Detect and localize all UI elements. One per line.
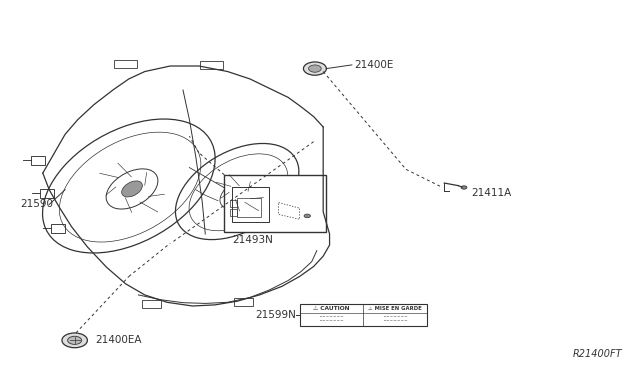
Text: ─ ─ ─ ─ ─ ─ ─: ─ ─ ─ ─ ─ ─ ─: [383, 319, 407, 323]
Text: R21400FT: R21400FT: [573, 349, 623, 359]
Text: 21599N: 21599N: [255, 310, 296, 320]
Text: 21411A: 21411A: [471, 188, 511, 198]
Bar: [200, 61, 223, 68]
Text: 21400E: 21400E: [354, 60, 393, 70]
Ellipse shape: [231, 187, 248, 201]
Bar: [141, 300, 161, 308]
Ellipse shape: [68, 336, 82, 344]
Text: ─ ─ ─ ─ ─ ─ ─: ─ ─ ─ ─ ─ ─ ─: [383, 315, 407, 319]
Ellipse shape: [122, 181, 142, 197]
Text: ⚠ MISE EN GARDE: ⚠ MISE EN GARDE: [368, 306, 422, 311]
Text: ─ ─ ─ ─ ─ ─ ─: ─ ─ ─ ─ ─ ─ ─: [319, 315, 344, 319]
Bar: [40, 189, 54, 198]
Bar: [234, 298, 253, 306]
Text: 21493N: 21493N: [232, 235, 273, 245]
Bar: [300, 304, 427, 326]
Bar: [237, 198, 261, 217]
Ellipse shape: [62, 333, 88, 348]
Ellipse shape: [461, 186, 467, 189]
Text: 21400EA: 21400EA: [96, 335, 142, 345]
Bar: [31, 155, 45, 165]
Bar: [230, 201, 237, 207]
Ellipse shape: [304, 214, 310, 218]
Bar: [230, 209, 237, 215]
Text: ─ ─ ─ ─ ─ ─ ─: ─ ─ ─ ─ ─ ─ ─: [319, 319, 344, 323]
Bar: [225, 175, 326, 232]
Text: ⚠ CAUTION: ⚠ CAUTION: [313, 306, 349, 311]
Bar: [51, 224, 65, 233]
Ellipse shape: [308, 65, 321, 72]
Bar: [114, 61, 137, 68]
Ellipse shape: [303, 62, 326, 75]
Bar: [232, 187, 269, 222]
Text: 21590: 21590: [20, 199, 54, 209]
